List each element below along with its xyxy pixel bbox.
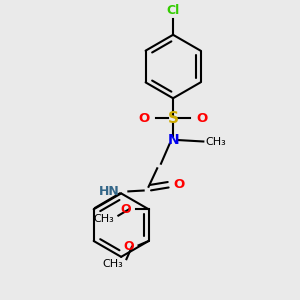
Text: O: O — [196, 112, 207, 125]
Text: CH₃: CH₃ — [206, 136, 226, 146]
Text: O: O — [173, 178, 184, 191]
Text: HN: HN — [99, 185, 120, 199]
Text: O: O — [121, 203, 131, 216]
Text: O: O — [124, 240, 134, 253]
Text: O: O — [139, 112, 150, 125]
Text: N: N — [167, 133, 179, 147]
Text: S: S — [168, 111, 178, 126]
Text: CH₃: CH₃ — [93, 214, 114, 224]
Text: CH₃: CH₃ — [102, 259, 123, 269]
Text: Cl: Cl — [167, 4, 180, 17]
